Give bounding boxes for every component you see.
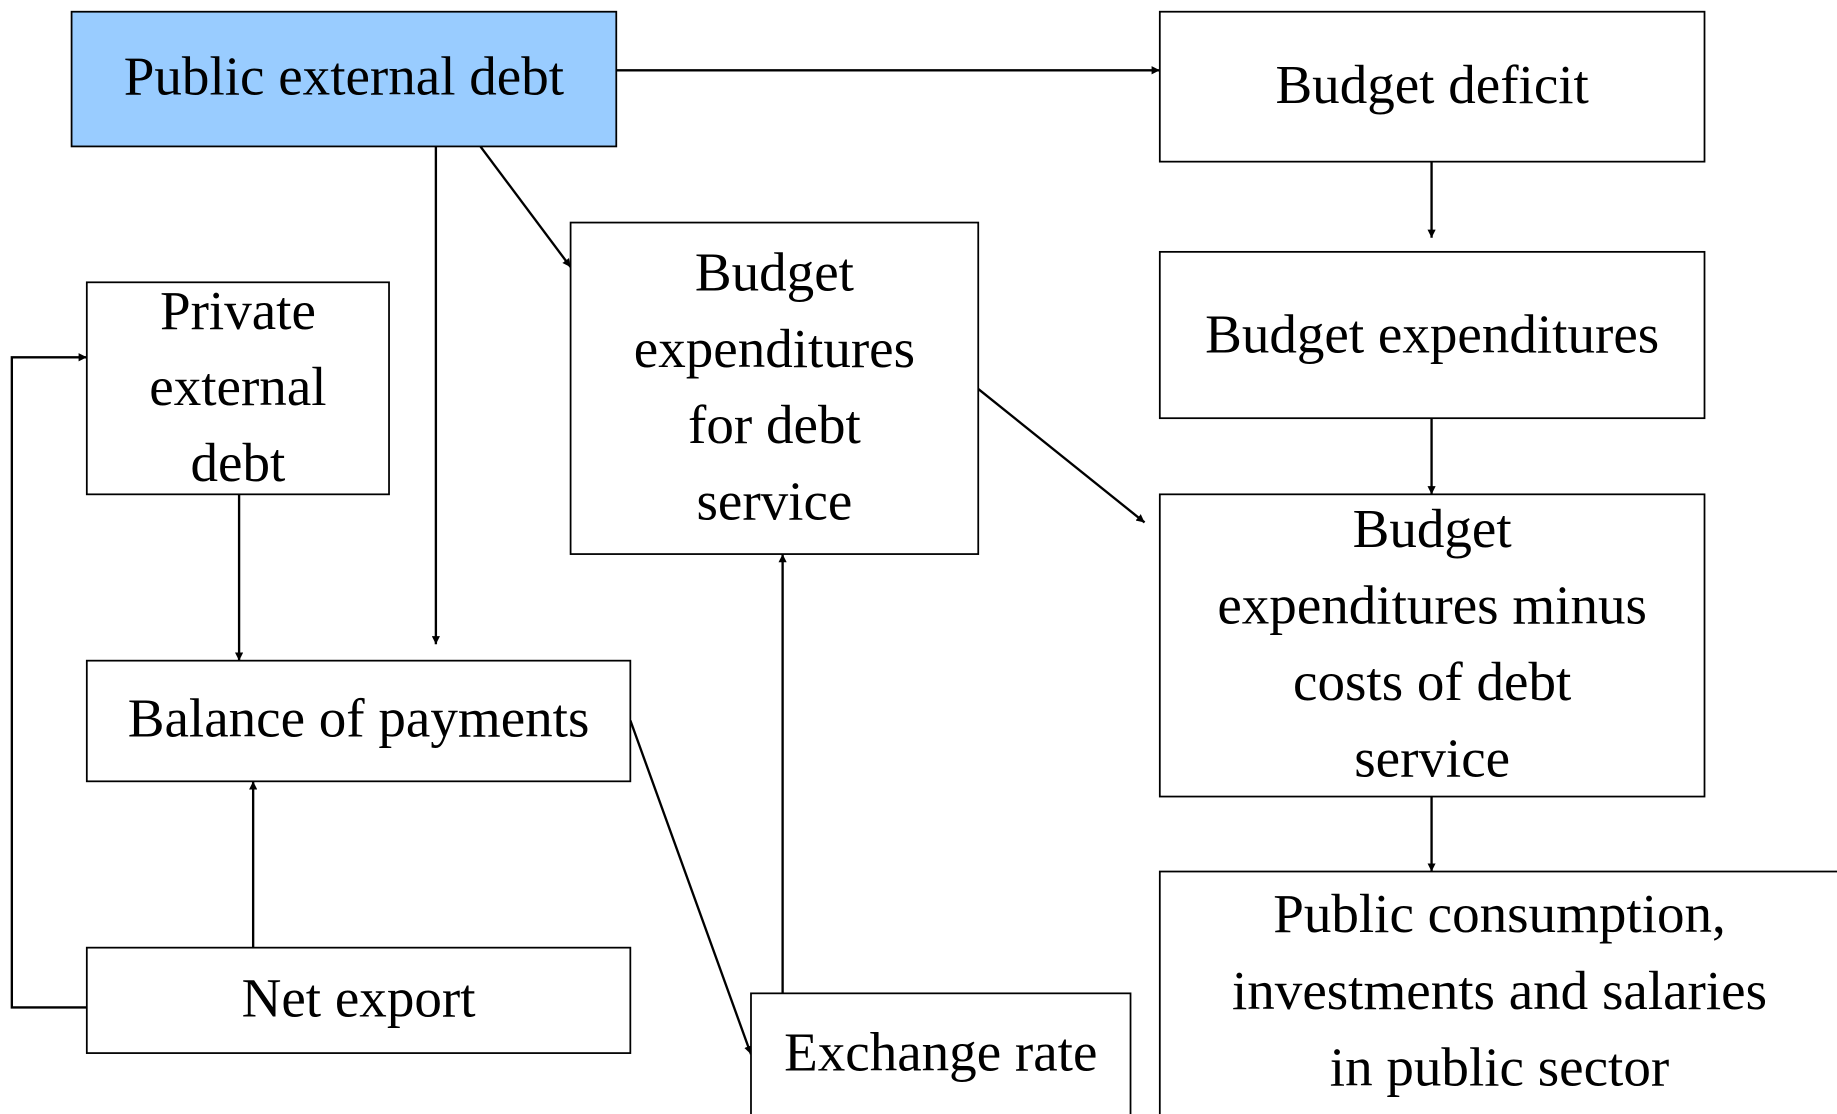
node: Budget expenditures <box>1158 250 1706 420</box>
node-label: Budget <box>1353 498 1512 559</box>
node-box <box>1158 870 1837 1114</box>
node-label: Exchange rate <box>784 1021 1097 1082</box>
arrow <box>977 387 1146 524</box>
node-label: service <box>1354 727 1510 788</box>
node: Exchange rate <box>750 992 1132 1114</box>
arrow <box>629 720 753 1055</box>
node-label: expenditures minus <box>1217 574 1647 635</box>
node-label: Public consumption, <box>1273 883 1726 944</box>
arrows <box>10 66 1436 1055</box>
node-label: service <box>696 471 852 532</box>
node: Net export <box>85 946 632 1054</box>
node-label: external <box>149 356 326 417</box>
node: Budget expenditures minus costs of debt ser… <box>1158 493 1706 798</box>
node-label: Balance of payments <box>128 688 590 749</box>
node-label: Private <box>160 280 316 341</box>
node-label: Budget <box>695 241 854 302</box>
node: Public consumption, investments and salar… <box>1158 870 1837 1114</box>
node-box <box>1158 10 1706 163</box>
node-box <box>750 992 1132 1114</box>
nodes: Public external debt Budget deficit Budget… <box>70 10 1837 1114</box>
node: Balance of payments <box>85 659 632 783</box>
node-box <box>85 659 632 783</box>
node: Public external debt <box>70 10 618 148</box>
node-label: expenditures <box>634 318 915 379</box>
node-box <box>85 946 632 1054</box>
node-label: Public external debt <box>124 46 564 107</box>
node: Private external debt <box>85 280 390 496</box>
node: Budget expenditures for debt service <box>569 221 980 555</box>
node-label: debt <box>191 432 286 493</box>
node-box <box>569 221 980 555</box>
node-label: Budget deficit <box>1275 54 1588 115</box>
node-label: in public sector <box>1330 1037 1669 1098</box>
node-box <box>70 10 618 148</box>
arrow <box>10 353 87 1009</box>
node-box <box>1158 250 1706 420</box>
node-label: Budget expenditures <box>1205 303 1659 364</box>
node-box <box>85 281 390 496</box>
node-label: Net export <box>242 968 476 1029</box>
arrow <box>479 145 572 268</box>
node-label: for debt <box>688 394 861 455</box>
node-label: investments and salaries <box>1232 960 1767 1021</box>
node-box <box>1158 493 1706 798</box>
node-label: costs of debt <box>1293 651 1571 712</box>
node: Budget deficit <box>1158 10 1706 163</box>
